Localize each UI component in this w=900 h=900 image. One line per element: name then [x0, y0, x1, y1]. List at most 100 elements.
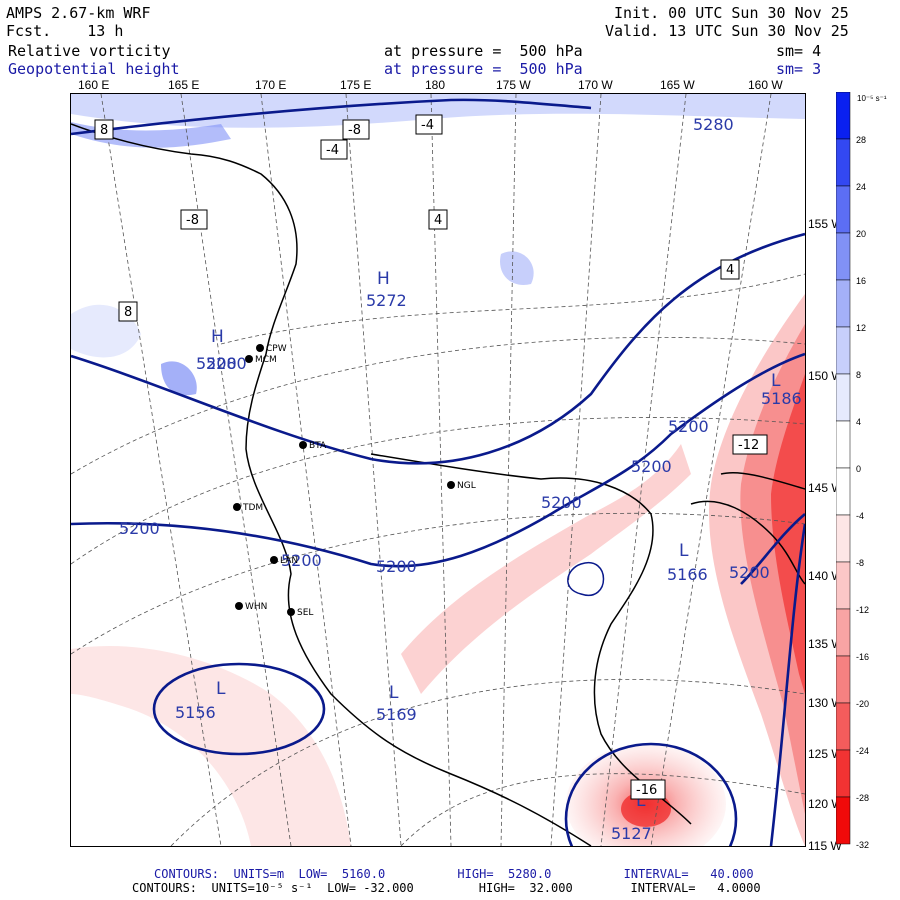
- vorticity-band-north-strong: [71, 122, 231, 148]
- pressure-center-label: L: [216, 679, 226, 699]
- station-dot: [447, 481, 455, 489]
- longitude-label: 175 E: [340, 78, 371, 92]
- field1-smoothing: sm= 4: [776, 42, 822, 60]
- model-title: AMPS 2.67-km WRF: [6, 4, 151, 22]
- vorticity-label: 4: [726, 263, 734, 278]
- colorbar-segment: [836, 467, 851, 516]
- vorticity-label-box: [320, 139, 348, 160]
- latitude-label: 120 W: [808, 797, 843, 811]
- colorbar-segment: [836, 185, 851, 234]
- vorticity-band-north: [71, 94, 805, 128]
- vorticity-label-box: [415, 114, 443, 135]
- station-label: BTA: [309, 441, 327, 451]
- pressure-center-label: H: [377, 269, 390, 289]
- colorbar-tick: 16: [856, 276, 866, 286]
- vorticity-label-box: [732, 434, 768, 455]
- map-canvas: 5280 5272 5200 5200 5200 5200 5200 5186 5166 5200…: [71, 94, 805, 846]
- station-label: MCM: [255, 355, 277, 365]
- field1-level: at pressure = 500 hPa: [384, 42, 583, 60]
- vorticity-label: 8: [100, 123, 108, 138]
- vorticity-band-southwest: [71, 646, 351, 846]
- vorticity-label: -8: [348, 123, 361, 138]
- vorticity-shading: [71, 94, 805, 846]
- field1-name: Relative vorticity: [8, 42, 171, 60]
- station-dot: [270, 556, 278, 564]
- colorbar-tick: 12: [856, 323, 866, 333]
- station-label: LAN: [280, 556, 298, 566]
- vorticity-label: -16: [636, 783, 657, 798]
- station-dot: [235, 602, 243, 610]
- pressure-center-label: L: [636, 791, 646, 811]
- longitude-label: 170 W: [578, 78, 613, 92]
- height-contours: [71, 98, 805, 846]
- height-label: 5200: [541, 493, 582, 512]
- latitude-label: 125 W: [808, 747, 843, 761]
- longitude-label: 165 E: [168, 78, 199, 92]
- height-label: 5169: [376, 705, 417, 724]
- colorbar-tick: 28: [856, 135, 866, 145]
- colorbar-tick: -4: [856, 511, 864, 521]
- station-dot: [256, 344, 264, 352]
- height-label: 5200: [281, 551, 322, 570]
- colorbar-segment: [836, 373, 851, 422]
- colorbar-segment: [836, 655, 851, 704]
- colorbar-segment: [836, 514, 851, 563]
- vorticity-label-box: [720, 259, 740, 280]
- station-dot: [287, 608, 295, 616]
- colorbar-tick: -20: [856, 699, 869, 709]
- latitude-label: 130 W: [808, 696, 843, 710]
- longitude-label: 165 W: [660, 78, 695, 92]
- height-label: 5156: [175, 703, 216, 722]
- latitude-label: 155 W: [808, 217, 843, 231]
- vorticity-label-box: [118, 301, 138, 322]
- pressure-center-label: L: [771, 371, 781, 391]
- station-dot: [299, 441, 307, 449]
- longitude-axis: 160 E 165 E 170 E 175 E 180 175 W 170 W 165 W 16…: [78, 78, 783, 92]
- latitude-axis: 155 W 150 W 145 W 140 W 135 W 130 W 125 W 120 W…: [808, 217, 843, 850]
- height-label: 5200: [668, 417, 709, 436]
- station-label: WHN: [245, 602, 267, 612]
- colorbar-segment: [836, 92, 851, 140]
- colorbar-tick: 20: [856, 229, 866, 239]
- colorbar-segment: [836, 796, 851, 845]
- colorbar-tick: -8: [856, 558, 864, 568]
- vorticity-patch-west2: [161, 361, 197, 396]
- colorbar-segment: [836, 232, 851, 281]
- station-label: TDM: [242, 503, 263, 513]
- map-panel: 5280 5272 5200 5200 5200 5200 5200 5186 5166 5200…: [70, 93, 806, 847]
- pressure-center-label: H: [211, 327, 224, 347]
- vorticity-label: -12: [738, 438, 759, 453]
- colorbar-segment: [836, 749, 851, 798]
- colorbar-segment: [836, 608, 851, 657]
- vorticity-label-box: [630, 779, 666, 800]
- height-label: 5200: [119, 519, 160, 538]
- colorbar-tick: 24: [856, 182, 866, 192]
- colorbar-segment: [836, 702, 851, 751]
- longitude-label: 175 W: [496, 78, 531, 92]
- height-label: 5200: [729, 563, 770, 582]
- vorticity-label-box: [428, 209, 448, 230]
- height-label: 5200: [376, 557, 417, 576]
- height-label: 5127: [611, 824, 652, 843]
- field2-smoothing: sm= 3: [776, 60, 822, 78]
- init-time: Init. 00 UTC Sun 30 Nov 25: [614, 4, 849, 22]
- station-label: SEL: [297, 608, 313, 618]
- longitude-label: 160 W: [748, 78, 783, 92]
- colorbar-segment: [836, 420, 851, 469]
- height-label: 5280: [206, 354, 247, 373]
- colorbar-tick: -32: [856, 840, 869, 850]
- colorbar-tick: 4: [856, 417, 861, 427]
- footer-height-contours: CONTOURS: UNITS=m LOW= 5160.0 HIGH= 5280…: [154, 867, 754, 881]
- station-dot: [245, 355, 253, 363]
- pressure-center-label: L: [389, 683, 399, 703]
- vorticity-band-diagonal: [401, 444, 691, 694]
- latitude-label: 115 W: [808, 839, 842, 850]
- latitude-label: 145 W: [808, 481, 843, 495]
- colorbar-segment: [836, 138, 851, 187]
- colorbar-unit: 10⁻⁵ s⁻¹: [857, 94, 887, 103]
- height-label: 5200: [196, 354, 237, 373]
- colorbar-tick: -24: [856, 746, 869, 756]
- colorbar-segment: [836, 326, 851, 375]
- field2-level: at pressure = 500 hPa: [384, 60, 583, 78]
- pressure-center-label: L: [679, 541, 689, 561]
